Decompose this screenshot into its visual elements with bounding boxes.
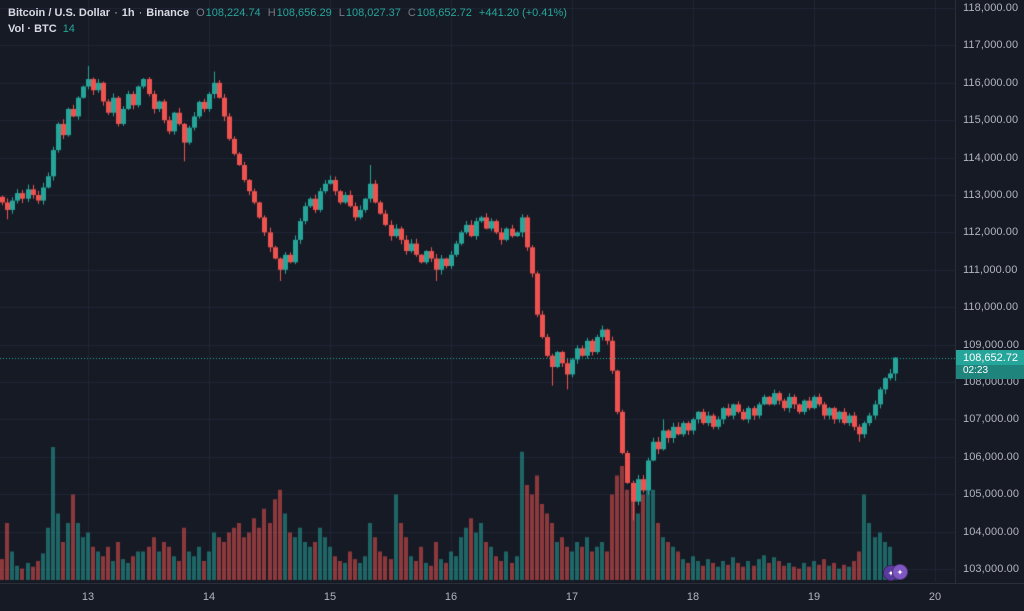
time-tick-label: 14	[203, 591, 215, 603]
price-tick-label: 118,000.00	[963, 2, 1018, 14]
last-price-badge: 108,652.72 02:23	[956, 350, 1024, 379]
ohlc-values: O108,224.74 H108,656.29 L108,027.37 C108,65…	[189, 7, 567, 19]
low-key: L	[339, 7, 345, 19]
price-tick-label: 116,000.00	[963, 77, 1018, 89]
separator-dot: ·	[139, 7, 143, 19]
event-marker-icon[interactable]: ✦	[892, 564, 908, 580]
price-axis[interactable]: 108,652.72 02:23 118,000.00 117,000.00 116…	[955, 0, 1024, 583]
price-tick-label: 105,000.00	[963, 488, 1019, 500]
time-tick-label: 18	[687, 591, 699, 603]
price-tick-label: 112,000.00	[963, 226, 1018, 238]
time-tick-label: 20	[929, 591, 941, 603]
time-axis[interactable]: 13 14 15 16 17 18 19 20	[0, 583, 1024, 611]
close-value: 108,652.72	[417, 7, 472, 19]
price-tick-label: 110,000.00	[963, 301, 1018, 313]
price-tick-label: 113,000.00	[963, 189, 1018, 201]
price-change: +441.20 (+0.41%)	[479, 7, 567, 19]
time-tick-label: 13	[82, 591, 94, 603]
volume-label[interactable]: Vol · BTC	[8, 23, 57, 35]
exchange-label[interactable]: Binance	[146, 7, 189, 19]
interval-label[interactable]: 1h	[122, 7, 135, 19]
last-price-label: 108,652.72	[956, 350, 1024, 365]
price-tick-label: 115,000.00	[963, 114, 1018, 126]
trading-chart-app: Bitcoin / U.S. Dollar·1h·BinanceO108,224…	[0, 0, 1024, 611]
price-tick-label: 104,000.00	[963, 526, 1019, 538]
candlestick-chart-canvas[interactable]	[0, 0, 955, 582]
time-tick-label: 19	[808, 591, 820, 603]
volume-value: 14	[63, 23, 75, 35]
price-tick-label: 106,000.00	[963, 451, 1019, 463]
symbol-title[interactable]: Bitcoin / U.S. Dollar	[8, 7, 110, 19]
low-value: 108,027.37	[346, 7, 401, 19]
separator-dot: ·	[114, 7, 118, 19]
time-tick-label: 17	[566, 591, 578, 603]
high-value: 108,656.29	[277, 7, 332, 19]
chart-legend: Bitcoin / U.S. Dollar·1h·BinanceO108,224…	[8, 5, 567, 37]
price-tick-label: 111,000.00	[963, 264, 1017, 276]
time-tick-label: 16	[445, 591, 457, 603]
high-key: H	[268, 7, 276, 19]
volume-row: Vol · BTC 14	[8, 21, 567, 37]
symbol-row: Bitcoin / U.S. Dollar·1h·BinanceO108,224…	[8, 5, 567, 21]
open-value: 108,224.74	[206, 7, 261, 19]
price-tick-label: 117,000.00	[963, 39, 1018, 51]
event-markers: ✦ ✦	[883, 564, 913, 582]
price-tick-label: 114,000.00	[963, 152, 1018, 164]
open-key: O	[196, 7, 205, 19]
price-tick-label: 103,000.00	[963, 563, 1019, 575]
close-key: C	[408, 7, 416, 19]
time-tick-label: 15	[324, 591, 336, 603]
price-tick-label: 107,000.00	[963, 413, 1019, 425]
bar-countdown: 02:23	[956, 365, 1024, 379]
